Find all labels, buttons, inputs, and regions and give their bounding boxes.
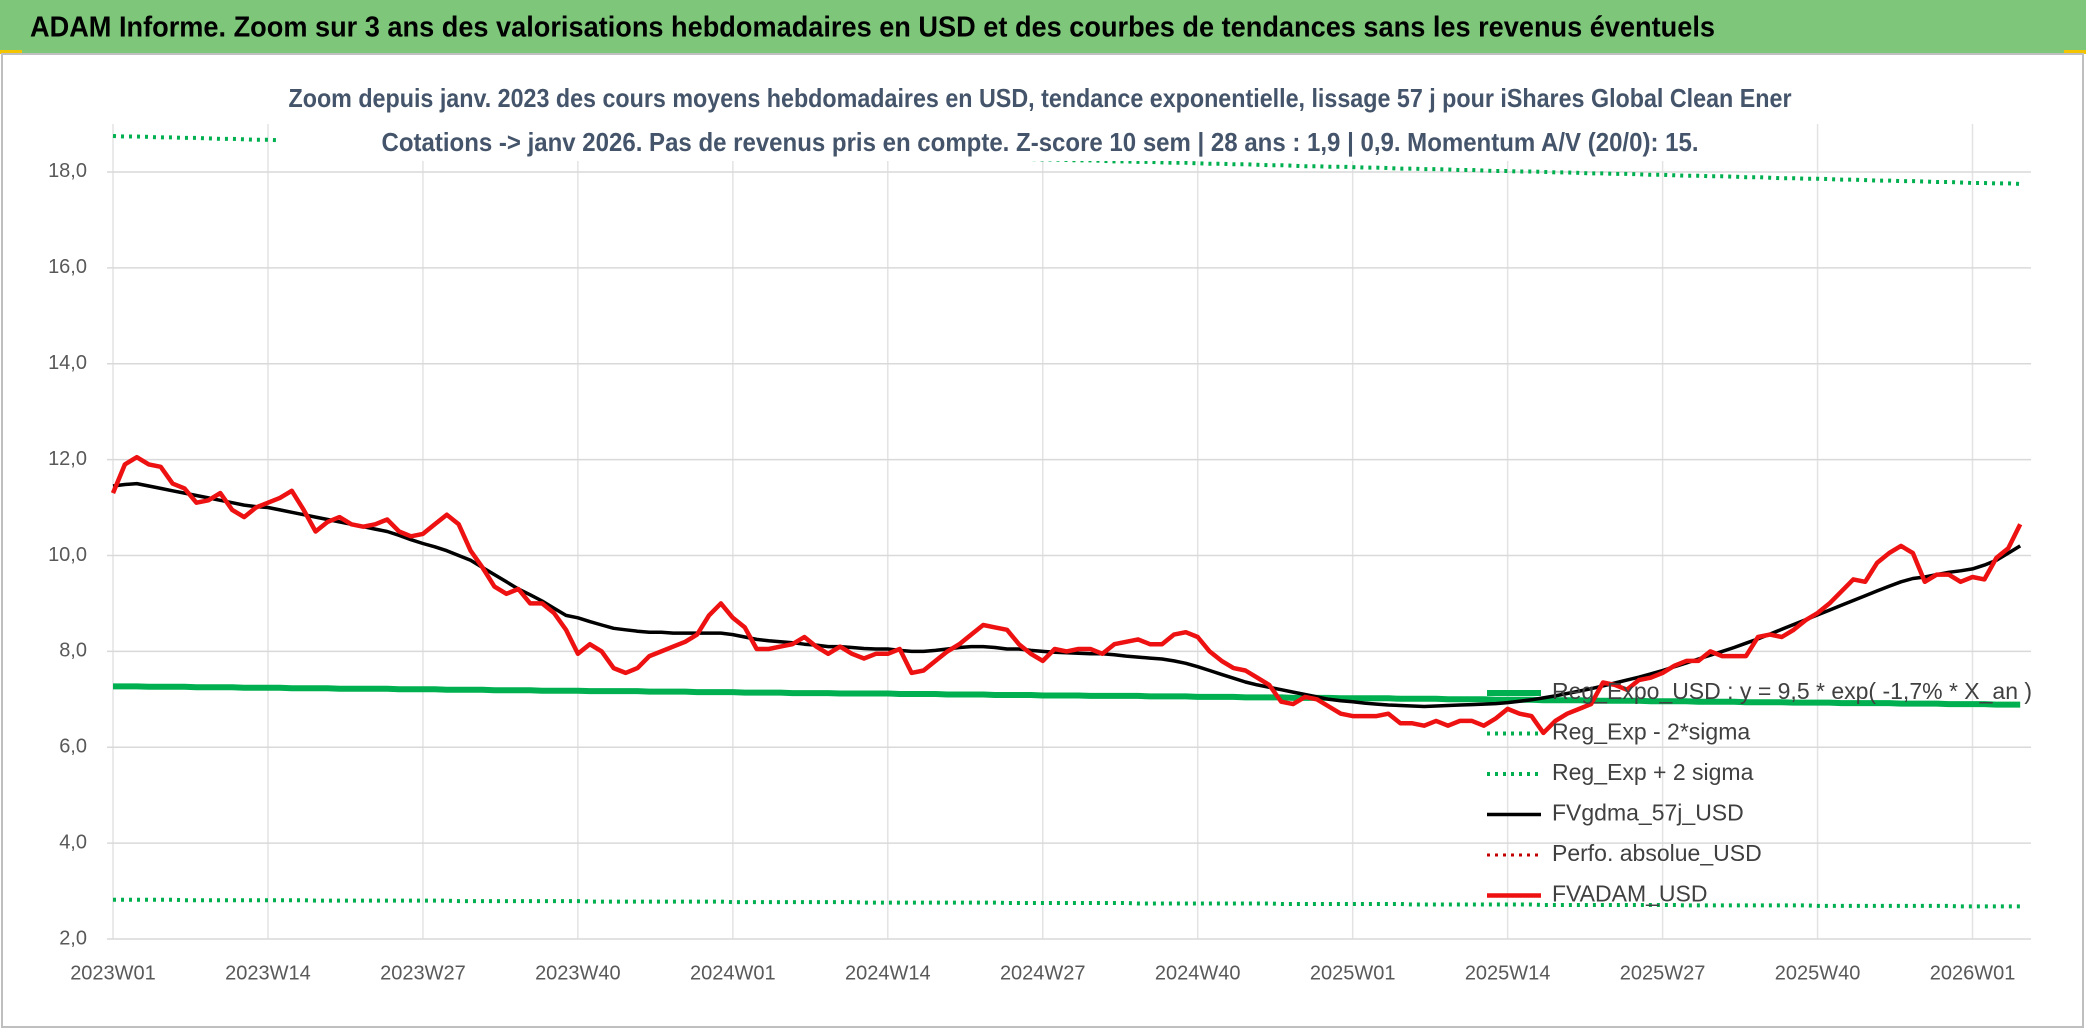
- y-tick-label: 16,0: [48, 256, 87, 278]
- x-tick-label: 2024W14: [845, 962, 931, 984]
- x-tick-label: 2023W27: [380, 962, 466, 984]
- series-line: [113, 683, 2021, 708]
- y-tick-label: 2,0: [59, 927, 87, 949]
- x-tick-label: 2024W40: [1155, 962, 1241, 984]
- y-tick-label: 4,0: [59, 831, 87, 853]
- legend-label: FVgdma_57j_USD: [1552, 800, 1744, 826]
- legend-label: FVADAM_USD: [1552, 881, 1708, 907]
- x-tick-label: 2025W01: [1310, 962, 1396, 984]
- header-band: [0, 0, 2086, 53]
- x-tick-label: 2023W14: [225, 962, 311, 984]
- legend-label: Perfo. absolue_USD: [1552, 840, 1762, 866]
- corner-mark: [2064, 50, 2086, 54]
- y-tick-label: 18,0: [48, 160, 87, 182]
- x-tick-label: 2024W27: [1000, 962, 1086, 984]
- x-tick-label: 2024W01: [690, 962, 776, 984]
- y-tick-label: 10,0: [48, 544, 87, 566]
- chart-subtitle: Cotations -> janv 2026. Pas de revenus p…: [382, 127, 1699, 157]
- chart-title: Zoom depuis janv. 2023 des cours moyens …: [289, 83, 1792, 113]
- x-tick-label: 2023W01: [70, 962, 156, 984]
- x-tick-label: 2025W14: [1465, 962, 1551, 984]
- y-tick-label: 14,0: [48, 352, 87, 374]
- legend: Reg_Expo_USD : y = 9,5 * exp( -1,7% * X_…: [1487, 678, 2032, 907]
- title-box: [277, 80, 1810, 161]
- legend-label: Reg_Exp - 2*sigma: [1552, 719, 1750, 745]
- corner-mark: [0, 50, 22, 54]
- x-tick-label: 2026W01: [1930, 962, 2016, 984]
- legend-label: Reg_Expo_USD : y = 9,5 * exp( -1,7% * X_…: [1552, 678, 2032, 704]
- series-line: [113, 897, 2021, 909]
- y-tick-label: 12,0: [48, 448, 87, 470]
- x-tick-label: 2023W40: [535, 962, 621, 984]
- series-line: [110, 454, 2023, 736]
- x-tick-label: 2025W40: [1775, 962, 1861, 984]
- y-tick-label: 6,0: [59, 736, 87, 758]
- y-tick-label: 8,0: [59, 640, 87, 662]
- page-title: ADAM Informe. Zoom sur 3 ans des valoris…: [30, 12, 1715, 44]
- x-tick-label: 2025W27: [1620, 962, 1706, 984]
- legend-label: Reg_Exp + 2 sigma: [1552, 759, 1754, 785]
